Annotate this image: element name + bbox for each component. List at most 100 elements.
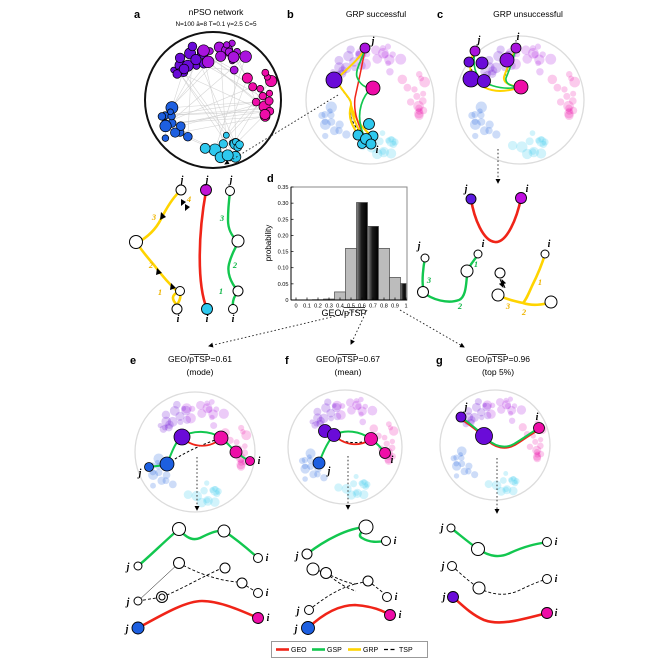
network-node (170, 127, 181, 138)
network-node (452, 461, 462, 471)
network-node (487, 69, 497, 79)
legend-tsp-label: TSP (399, 647, 413, 654)
label-i: i (232, 314, 235, 325)
network-node (388, 444, 396, 452)
network-node (413, 100, 424, 112)
network-node (397, 74, 408, 85)
label-i: i (267, 613, 270, 624)
label-j: j (204, 175, 209, 186)
violet-hub-node (475, 427, 493, 445)
tsp-path (137, 562, 259, 602)
network-node (357, 406, 367, 416)
network-node (369, 424, 379, 433)
network-node (318, 111, 326, 120)
node-j-magenta (200, 184, 212, 196)
network-node (453, 460, 460, 467)
panel-c-overlay: j i (462, 32, 529, 95)
network-node (359, 479, 369, 489)
x-tick-label: 0.6 (358, 304, 366, 310)
node-j-circle (301, 548, 313, 560)
network-node (511, 403, 518, 409)
network-node (340, 62, 352, 74)
node-j-circle (133, 561, 143, 571)
label-j: j (125, 597, 130, 608)
network-node (204, 497, 211, 504)
network-node (419, 76, 431, 88)
network-node (419, 106, 428, 115)
label-i: i (526, 184, 529, 195)
network-node (537, 442, 544, 450)
network-node (503, 471, 509, 476)
network-node (464, 407, 473, 415)
network-node (485, 126, 493, 135)
violet-node (173, 428, 191, 446)
network-node (375, 137, 384, 146)
network-node (564, 110, 574, 121)
hop-circle (231, 234, 245, 248)
network-node (324, 398, 332, 406)
network-node (307, 463, 315, 470)
network-node (539, 51, 546, 58)
network-node (385, 137, 392, 144)
hop-circle (175, 286, 185, 296)
network-node (157, 476, 166, 485)
network-node (331, 403, 342, 413)
network-node (306, 454, 312, 460)
network-node (176, 121, 186, 131)
label-j: j (179, 175, 184, 186)
network-node (379, 45, 386, 52)
network-node (510, 476, 517, 482)
node-i-circle (228, 304, 238, 314)
label-j: j (295, 606, 300, 617)
network-edge (171, 110, 270, 124)
cyan-node (363, 118, 375, 130)
x-tick-label: 0.2 (314, 304, 322, 310)
gsp-step-3: 3 (219, 213, 225, 223)
node-j (144, 462, 154, 472)
network-node (345, 398, 355, 407)
network-node (495, 398, 505, 407)
network-node (389, 51, 396, 58)
network-node (553, 83, 562, 92)
hop-circle (306, 562, 320, 576)
network-node (155, 468, 163, 477)
label-i: i (548, 239, 551, 250)
network-node (213, 490, 221, 498)
node-i (245, 456, 255, 466)
network-node (489, 402, 496, 409)
gsp-step-2: 2 (232, 260, 238, 270)
node-i-circle (540, 249, 550, 259)
network-node (465, 462, 473, 470)
network-node (458, 460, 466, 468)
network-node (313, 413, 323, 423)
network-node (565, 71, 573, 78)
network-node (474, 398, 482, 406)
label-i: i (206, 314, 209, 325)
network-node (358, 411, 364, 417)
node-i-circle (381, 536, 391, 546)
network-node (469, 412, 480, 422)
grp-step-2: 2 (521, 307, 527, 317)
hop-circle (544, 295, 558, 309)
network-node (240, 429, 246, 435)
network-node (460, 467, 469, 476)
paths-panel-left: 1 2 3 4 1 2 3 j j j i i i (129, 175, 245, 325)
gsp-step-1: 1 (219, 286, 223, 296)
y-tick-label: 0.30 (278, 201, 289, 207)
network-node (313, 407, 322, 416)
node-j-violet (465, 193, 477, 205)
geo-path (198, 190, 209, 310)
network-node (482, 400, 493, 410)
network-node (389, 140, 397, 149)
network-node (384, 456, 393, 465)
network-node (531, 51, 539, 59)
network-node (513, 477, 520, 485)
network-node (208, 409, 219, 420)
panel-f-title: GEO/pTSP=0.67 (316, 354, 380, 364)
label-j: j (124, 624, 129, 635)
panel-d-letter: d (267, 173, 274, 185)
network-node (181, 403, 192, 414)
node-j (359, 42, 371, 54)
arrow-b-to-paths (224, 94, 339, 165)
geo-path (307, 603, 391, 629)
